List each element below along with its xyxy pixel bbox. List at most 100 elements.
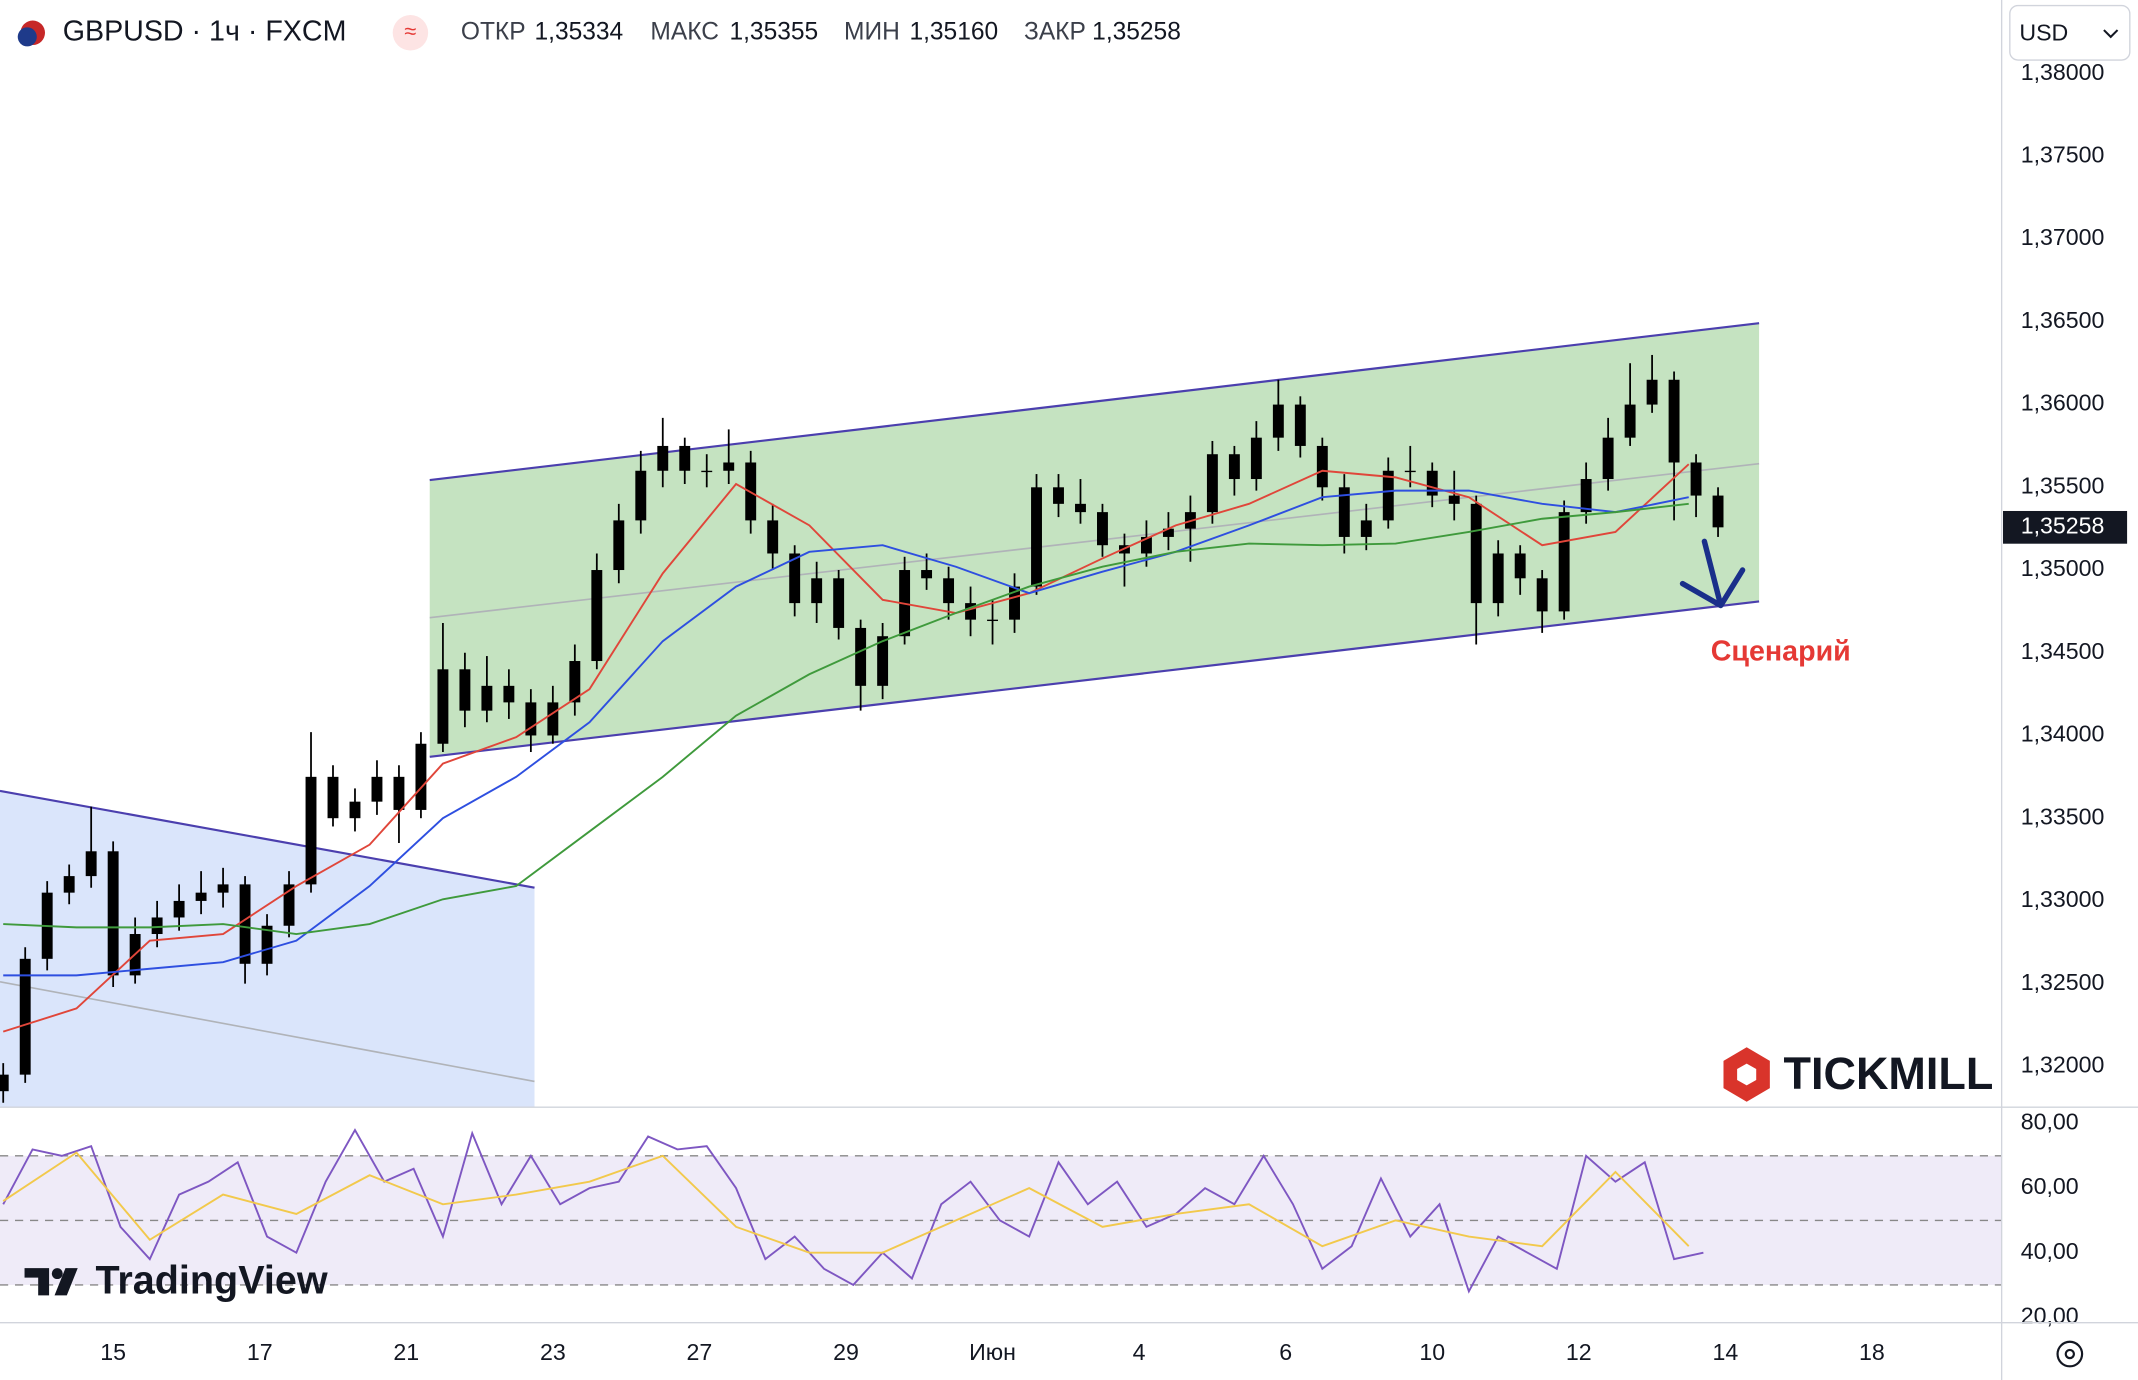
candle-body [569,661,581,703]
candle-body [1009,586,1020,620]
last-price-tag [2003,510,2128,544]
ohlc-value: 1,35334 [535,18,624,45]
tickmill-logo: TICKMILL [1723,1047,1993,1102]
rsi-tick-label: 40,00 [2021,1238,2079,1264]
y-tick-label: 1,38000 [2021,59,2105,85]
x-tick-label: 18 [1859,1339,1885,1365]
axes: 1,32000 1,32500 1,33000 1,33500 1,34000 1,345… [100,59,2128,1365]
candle-body [173,900,185,918]
x-tick-label: 12 [1566,1339,1592,1365]
settings-button[interactable] [2056,1340,2084,1368]
candle-body [1602,437,1614,480]
candle-body [151,917,163,935]
y-tick-label: 1,33500 [2021,803,2105,829]
ohlc-value: 1,35355 [729,18,818,45]
x-tick-label: 15 [100,1339,126,1365]
moving-average [3,489,1689,977]
y-tick-label: 1,35000 [2021,555,2105,581]
currency-select[interactable] [2009,4,2131,61]
candle-body [85,851,97,877]
x-tick-label: 29 [833,1339,859,1365]
moving-average [2,463,1690,1033]
candle-body [965,603,977,620]
y-tick-label: 1,32000 [2021,1051,2105,1077]
candle-body [305,776,317,885]
x-tick-label: 4 [1133,1339,1146,1365]
x-tick-label: Июн [969,1339,1016,1365]
y-tick-label: 1,34000 [2021,721,2105,747]
candle-body [437,669,449,744]
status-icon: ≈ [404,19,416,44]
tradingview-logo: TradingView [24,1259,328,1303]
x-tick-label: 21 [393,1339,419,1365]
candle-body [1162,528,1174,537]
rsi-pane [0,1128,2002,1294]
candle-body [1075,503,1086,513]
candle-body [1448,495,1460,504]
candle-body [1316,445,1328,488]
candle-body [987,619,998,622]
candle-body [1712,495,1724,528]
tradingview-icon [51,1268,63,1280]
ohlc-label: МИН [844,18,900,45]
y-tick-label: 1,35500 [2021,472,2105,498]
candle-body [1558,512,1570,612]
last-price-label: 1,35258 [2021,512,2105,538]
candle-body [283,884,295,926]
candle-body [657,445,669,471]
ohlc-label: ЗАКР [1024,18,1086,45]
scenario-arrow [1679,538,1746,609]
x-tick-label: 23 [540,1339,566,1365]
ohlc-label: МАКС [650,18,719,45]
candle-body [547,702,559,736]
scenario-label: Сценарий [1711,636,1851,668]
rsi-line [2,1151,1690,1254]
candle-body [591,570,603,662]
candle-body [107,851,119,976]
candle-body [261,925,273,964]
candle-body [1228,454,1240,480]
candle-body [1360,520,1372,537]
candle-body [0,1074,9,1092]
ohlc-value: 1,35258 [1092,18,1181,45]
candle-body [195,892,207,901]
dropdown-chevron [2103,29,2119,39]
candle-body [503,685,515,703]
status-badge[interactable] [392,15,429,51]
candle-body [613,520,625,571]
candle-body [1053,487,1064,504]
symbol: GBPUSD · 1ч · FXCM [63,15,347,47]
candle-body [1206,454,1218,513]
candle-body [1404,470,1416,473]
candle-body [635,470,647,521]
moving-average [3,502,1689,935]
candle-body [327,776,339,819]
candle-body [1097,512,1108,546]
candle-body [1031,487,1042,587]
currency: USD [2019,19,2068,45]
y-tick-label: 1,37500 [2021,142,2105,168]
ohlc-label: ОТКР [461,18,526,45]
settings-icon [2056,1340,2084,1368]
candle-body [481,685,493,711]
candle-body [1382,470,1394,521]
candle-body [217,884,229,893]
rsi-tick-label: 60,00 [2021,1173,2079,1199]
candle-body [371,776,383,802]
rsi-tick-label: 80,00 [2021,1109,2079,1135]
x-tick-label: 27 [687,1339,713,1365]
candle-body [19,958,31,1075]
candle-body [855,627,867,686]
tradingview-text: TradingView [95,1259,327,1303]
x-tick-label: 17 [247,1339,273,1365]
candle-body [1140,536,1152,554]
candle-body [1536,578,1548,612]
candle-body [1272,404,1284,438]
candle-body [1250,437,1262,480]
candle-body [679,445,691,471]
x-tick-label: 14 [1712,1339,1738,1365]
candle-body [1690,462,1702,496]
candle-body [877,636,889,686]
